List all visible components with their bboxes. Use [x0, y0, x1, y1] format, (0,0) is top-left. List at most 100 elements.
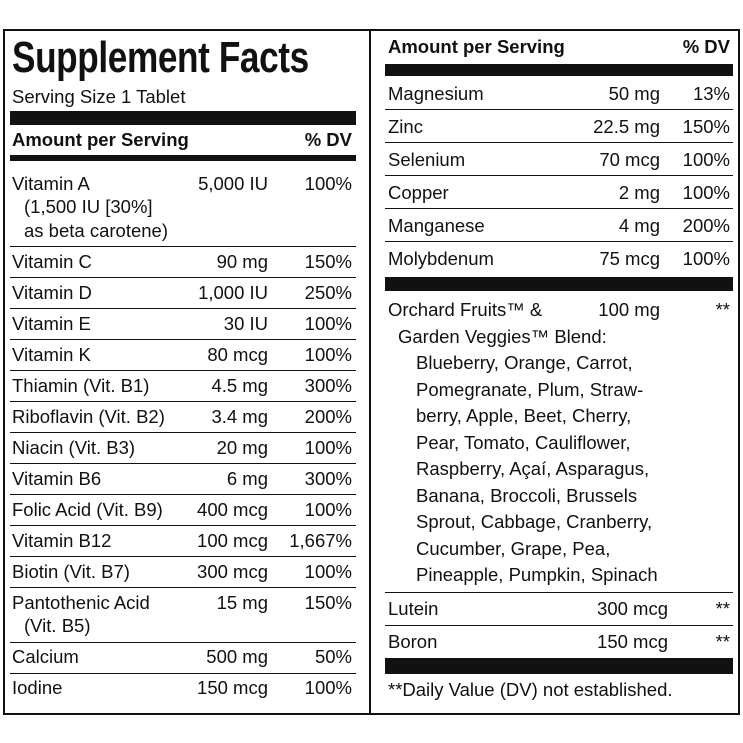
nutrient-name: Vitamin B6: [12, 467, 102, 489]
daily-value: **: [715, 631, 730, 652]
header-amount: Amount per Serving: [388, 36, 565, 57]
thick-rule: [385, 64, 733, 76]
nutrient-name: Magnesium: [388, 82, 484, 104]
nutrient-name: Zinc: [388, 115, 423, 137]
nutrient-name: Vitamin D: [12, 281, 92, 303]
row-rule: [10, 246, 356, 247]
row-rule: [10, 525, 356, 526]
border-bottom: [3, 713, 740, 715]
daily-value: 150%: [304, 591, 352, 613]
blend-name: Orchard Fruits™ &: [388, 299, 543, 320]
amount: 3.4 mg: [211, 405, 268, 427]
amount: 400 mcg: [197, 498, 268, 520]
nutrient-name: (1,500 IU [30%]: [24, 196, 153, 217]
daily-value: **: [715, 598, 730, 619]
row-rule: [10, 432, 356, 433]
daily-value: 100%: [682, 148, 730, 170]
daily-value: 1,667%: [289, 529, 352, 551]
amount: 6 mg: [226, 467, 268, 489]
nutrient-name: Vitamin B12: [12, 529, 112, 551]
daily-value: 100%: [304, 343, 352, 365]
row-rule: [10, 641, 356, 643]
thick-rule: [10, 111, 356, 125]
blend-ingredient: berry, Apple, Beet, Cherry,: [416, 405, 632, 426]
serving-size: Serving Size 1 Tablet: [12, 86, 186, 107]
row-rule: [10, 308, 356, 309]
blend-name: Garden Veggies™ Blend:: [398, 325, 607, 347]
amount: 80 mcg: [207, 343, 268, 365]
blend-ingredient: Cucumber, Grape, Pea,: [416, 537, 611, 559]
border-top: [3, 29, 740, 31]
thick-rule: [385, 277, 733, 291]
amount: 20 mg: [216, 436, 268, 458]
header-amount: Amount per Serving: [12, 129, 189, 150]
amount: 150 mcg: [597, 631, 668, 652]
nutrient-name: Folic Acid (Vit. B9): [12, 498, 163, 520]
row-rule: [10, 339, 356, 340]
header-dv: % DV: [682, 36, 730, 57]
amount: 300 mcg: [597, 598, 668, 619]
row-rule: [10, 463, 356, 464]
blend-ingredient: Pear, Tomato, Cauliflower,: [416, 431, 631, 453]
row-rule: [10, 556, 356, 557]
nutrient-name: Vitamin A: [12, 172, 90, 194]
nutrient-name: Copper: [388, 181, 449, 203]
border-right: [738, 29, 740, 715]
daily-value: 100%: [682, 247, 730, 269]
amount: 4.5 mg: [211, 374, 268, 396]
daily-value: 150%: [304, 250, 352, 272]
blend-ingredient: Banana, Broccoli, Brussels: [416, 484, 638, 506]
amount: 2 mg: [618, 181, 660, 203]
blend-ingredient: Sprout, Cabbage, Cranberry,: [416, 511, 653, 532]
amount: 5,000 IU: [198, 172, 268, 194]
nutrient-name: (Vit. B5): [24, 615, 91, 636]
blend-ingredient: Blueberry, Orange, Carrot,: [416, 352, 633, 373]
row-rule: [385, 175, 733, 176]
row-rule: [385, 142, 733, 143]
amount: 70 mcg: [599, 148, 660, 170]
daily-value: 100%: [682, 181, 730, 203]
daily-value: 100%: [304, 312, 352, 334]
nutrient-name: Riboflavin (Vit. B2): [12, 405, 165, 427]
daily-value: 100%: [304, 436, 352, 458]
row-rule: [385, 241, 733, 242]
nutrient-name: Manganese: [388, 214, 485, 236]
nutrient-name: Niacin (Vit. B3): [12, 436, 136, 458]
amount: 50 mg: [608, 82, 660, 104]
daily-value: 100%: [304, 172, 352, 194]
thick-rule: [385, 658, 733, 674]
amount: 100 mcg: [197, 529, 268, 551]
daily-value: 250%: [304, 281, 352, 303]
daily-value: **: [715, 299, 730, 320]
nutrient-name: Vitamin C: [12, 250, 92, 272]
amount: 500 mg: [206, 646, 268, 667]
row-rule: [385, 625, 733, 626]
nutrient-name: as beta carotene): [24, 219, 168, 241]
amount: 4 mg: [618, 214, 660, 236]
header-dv: % DV: [304, 129, 352, 150]
row-rule: [10, 401, 356, 402]
amount: 300 mcg: [197, 560, 268, 582]
blend-ingredient: Pomegranate, Plum, Straw-: [416, 378, 644, 400]
daily-value: 200%: [682, 214, 730, 236]
amount: 22.5 mg: [593, 115, 660, 137]
row-rule: [385, 208, 733, 209]
row-rule: [385, 109, 733, 110]
amount: 75 mcg: [599, 247, 660, 269]
nutrient-name: Selenium: [388, 148, 466, 170]
nutrient-name: Boron: [388, 631, 438, 652]
daily-value: 100%: [304, 560, 352, 582]
daily-value: 13%: [692, 82, 730, 104]
daily-value: 100%: [304, 677, 352, 698]
blend-ingredient: Pineapple, Pumpkin, Spinach: [416, 564, 658, 585]
title: Supplement Facts: [12, 33, 309, 82]
row-rule: [385, 592, 733, 593]
row-rule: [10, 370, 356, 371]
daily-value: 300%: [304, 374, 352, 396]
amount: 90 mg: [216, 250, 268, 272]
amount: 150 mcg: [197, 677, 268, 698]
daily-value: 200%: [304, 405, 352, 427]
daily-value: 100%: [304, 498, 352, 520]
blend-ingredient: Raspberry, Açaí, Asparagus,: [416, 458, 650, 479]
